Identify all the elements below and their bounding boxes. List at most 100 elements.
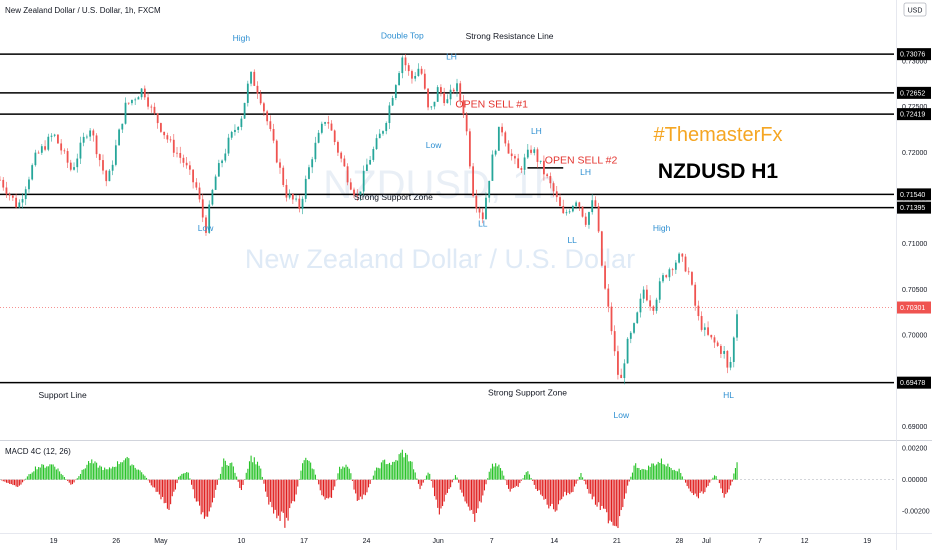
macd-bar: [324, 479, 326, 500]
macd-bar: [34, 466, 36, 480]
macd-bar: [509, 479, 511, 492]
macd-bar: [607, 479, 609, 524]
macd-bar: [224, 460, 226, 480]
macd-bar: [250, 455, 252, 480]
macd-bar: [216, 479, 218, 485]
macd-bar: [617, 479, 619, 529]
candle-body: [60, 143, 63, 151]
macd-bar: [689, 479, 691, 492]
candle-body: [713, 337, 716, 343]
macd-bar: [725, 479, 727, 495]
macd-bar: [129, 465, 131, 480]
candle-body: [301, 198, 304, 209]
macd-bar: [433, 479, 436, 497]
candle-body: [82, 136, 85, 143]
macd-bar: [686, 479, 688, 487]
candle-body: [497, 126, 500, 151]
macd-bar: [187, 472, 189, 480]
macd-bar: [565, 479, 568, 496]
macd-bar: [126, 456, 128, 480]
macd-bar: [611, 479, 613, 522]
macd-bar: [432, 479, 434, 488]
currency-badge-frame[interactable]: [903, 2, 927, 17]
candle-body: [636, 312, 639, 324]
candle-body: [401, 57, 404, 74]
macd-bar: [134, 467, 136, 480]
candle-body: [385, 123, 388, 132]
macd-bar: [194, 479, 196, 499]
macd-bar: [192, 479, 194, 490]
candle-body: [617, 351, 619, 375]
macd-bar: [120, 462, 122, 480]
macd-bar: [482, 479, 484, 496]
level-price-label: 0.72652: [900, 90, 925, 97]
macd-bar: [665, 466, 667, 480]
candle-body: [275, 140, 278, 163]
candle-body: [678, 253, 680, 263]
candle-body: [114, 145, 117, 165]
candle-body: [324, 122, 326, 124]
candle-body: [665, 275, 668, 278]
macd-bar: [583, 479, 585, 481]
chart-annotation: Strong Support Zone: [354, 192, 433, 202]
candle-body: [565, 212, 568, 214]
macd-bar: [247, 468, 249, 480]
macd-bar: [598, 479, 600, 503]
candle-body: [697, 305, 700, 317]
macd-bar: [359, 479, 362, 497]
candle-body: [687, 271, 690, 273]
macd-bar: [41, 464, 43, 480]
macd-bar: [10, 479, 12, 485]
candle-body: [57, 134, 59, 144]
macd-bar: [559, 479, 561, 501]
macd-bar: [520, 479, 522, 481]
macd-bar: [321, 479, 323, 496]
macd-bar: [313, 469, 315, 480]
price-axis[interactable]: 0.730000.725000.720000.715000.710000.705…: [897, 48, 931, 431]
macd-bar: [76, 478, 78, 480]
level-price-label: 0.73076: [900, 52, 925, 59]
candle-body: [404, 57, 407, 66]
macd-bar: [207, 479, 209, 517]
candle-body: [108, 170, 111, 182]
candle-body: [137, 97, 140, 100]
macd-bar: [17, 479, 19, 487]
macd-bar: [279, 479, 281, 521]
macd-bar: [26, 476, 28, 480]
candle-body: [723, 350, 726, 354]
macd-bar: [601, 479, 603, 506]
candle-body: [330, 123, 333, 131]
macd-bar: [628, 479, 630, 482]
candle-body: [694, 284, 697, 306]
macd-bar: [343, 467, 345, 480]
macd-bar: [226, 465, 228, 480]
macd-bar: [89, 463, 91, 480]
macd-bar: [411, 461, 413, 480]
macd-bar: [575, 479, 577, 484]
time-axis[interactable]: 19 26 May 10 17 24 Jun 7 14 21 28 Jul 7 12 19: [50, 538, 871, 545]
price-tick-label: 0.70000: [902, 333, 927, 340]
macd-bar: [652, 463, 654, 480]
macd-bar: [469, 479, 471, 511]
candle-body: [430, 106, 433, 108]
macd-bar: [639, 469, 642, 480]
candle-body: [658, 281, 661, 300]
macd-bar: [292, 479, 294, 502]
macd-title: MACD 4C (12, 26): [5, 447, 71, 456]
macd-bar: [211, 479, 214, 503]
candle-body: [40, 146, 43, 153]
candle-body: [465, 114, 468, 132]
macd-bar: [730, 479, 732, 486]
macd-bar: [7, 479, 9, 483]
candle-body: [320, 123, 323, 133]
macd-bar: [231, 462, 233, 480]
macd-bar: [155, 479, 157, 492]
macd-bar: [406, 454, 408, 480]
currency-badge: USD: [908, 8, 923, 15]
macd-bar: [570, 479, 572, 493]
macd-bar: [277, 479, 279, 516]
candle-body: [53, 134, 56, 136]
candle-body: [304, 178, 307, 199]
macd-bar: [67, 479, 69, 481]
